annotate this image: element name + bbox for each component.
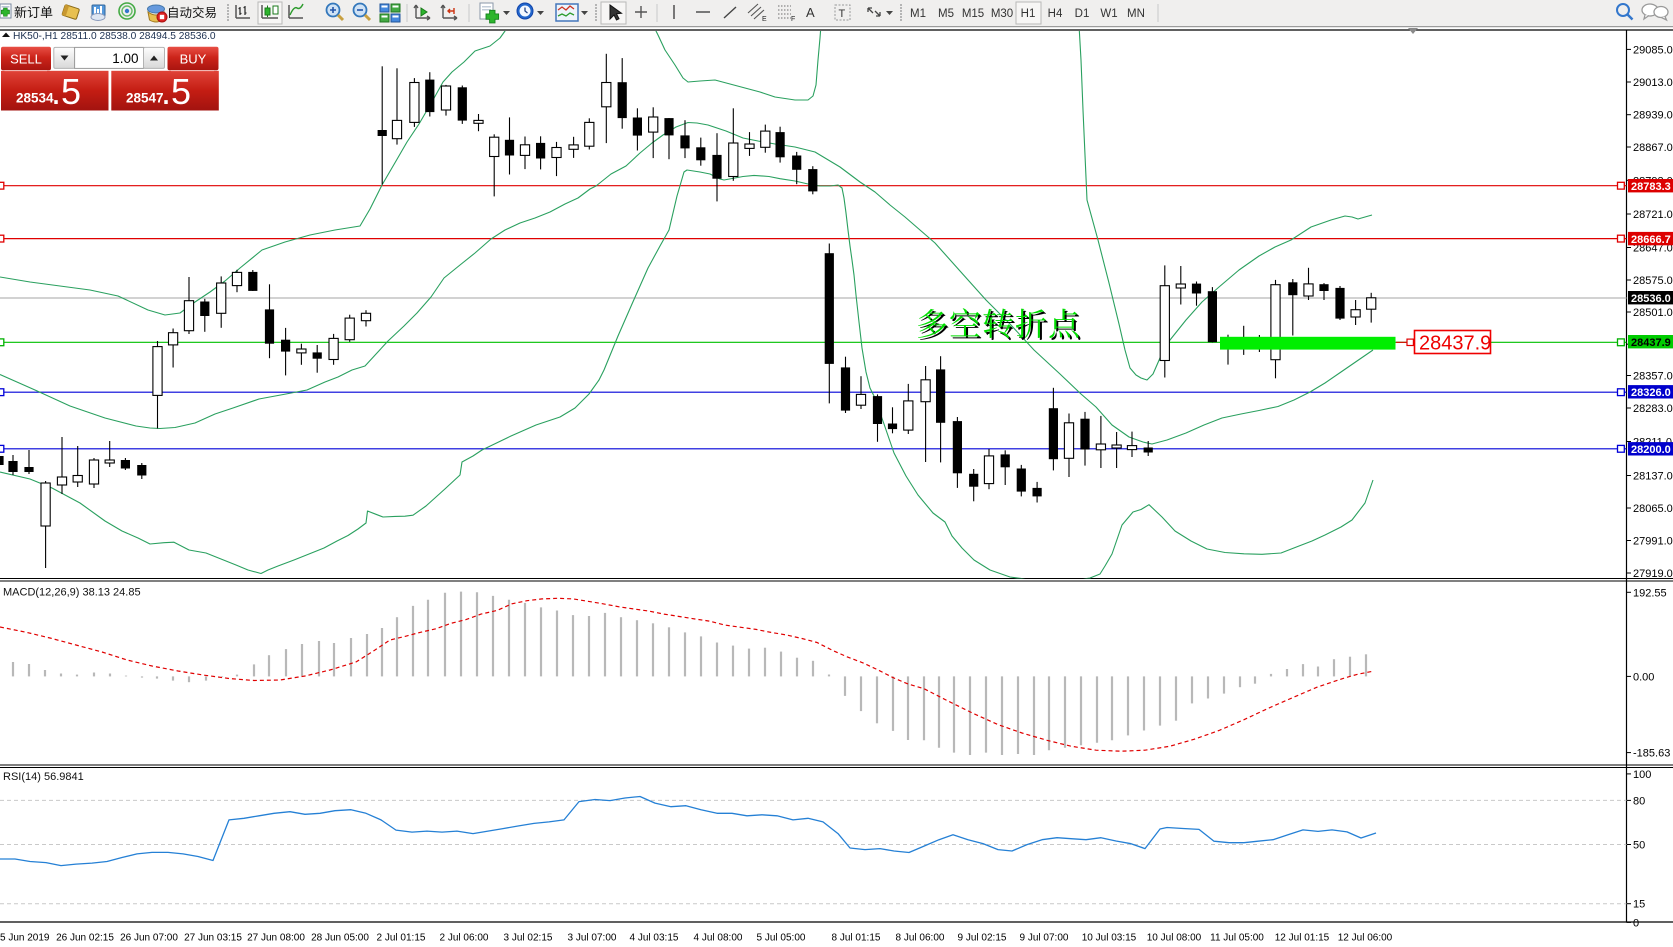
svg-text:28534: 28534 [16,91,54,106]
svg-text:28326.0: 28326.0 [1631,387,1671,399]
svg-text:27 Jun 08:00: 27 Jun 08:00 [247,933,305,944]
svg-text:28501.0: 28501.0 [1633,307,1673,319]
svg-text:26 Jun 02:15: 26 Jun 02:15 [56,933,114,944]
svg-text:100: 100 [1633,769,1651,781]
svg-text:8 Jul 06:00: 8 Jul 06:00 [896,933,945,944]
svg-text:28200.0: 28200.0 [1631,444,1671,456]
svg-text:BUY: BUY [180,52,207,67]
svg-text:-185.63: -185.63 [1633,748,1670,760]
svg-text:MN: MN [1127,8,1145,20]
svg-text:H4: H4 [1048,8,1063,20]
svg-text:SELL: SELL [10,52,42,67]
svg-text:T: T [839,8,846,20]
svg-text:28666.7: 28666.7 [1631,234,1671,246]
svg-text:28536.0: 28536.0 [1631,293,1671,305]
svg-text:0: 0 [1633,917,1639,929]
svg-text:12 Jul 06:00: 12 Jul 06:00 [1338,933,1393,944]
svg-text:H1: H1 [1021,8,1036,20]
svg-text:29085.0: 29085.0 [1633,44,1673,56]
svg-text:192.55: 192.55 [1633,587,1667,599]
svg-text:MACD(12,26,9) 38.13 24.85: MACD(12,26,9) 38.13 24.85 [3,587,141,599]
svg-text:28065.0: 28065.0 [1633,503,1673,515]
svg-text:3 Jul 07:00: 3 Jul 07:00 [568,933,617,944]
svg-text:28437.9: 28437.9 [1419,333,1491,355]
svg-text:1.00: 1.00 [112,51,138,66]
svg-text:80: 80 [1633,795,1645,807]
svg-text:28647.0: 28647.0 [1633,243,1673,255]
svg-text:M5: M5 [938,8,954,20]
svg-text:2 Jul 01:15: 2 Jul 01:15 [377,933,426,944]
svg-text:M30: M30 [991,8,1013,20]
svg-text:28 Jun 05:00: 28 Jun 05:00 [311,933,369,944]
svg-text:29013.0: 29013.0 [1633,77,1673,89]
svg-text:9 Jul 07:00: 9 Jul 07:00 [1020,933,1069,944]
svg-text:3 Jul 02:15: 3 Jul 02:15 [504,933,553,944]
svg-text:28575.0: 28575.0 [1633,275,1673,287]
svg-text:28783.3: 28783.3 [1631,181,1671,193]
svg-text:28437.9: 28437.9 [1631,337,1671,349]
svg-text:M1: M1 [910,8,926,20]
svg-text:50: 50 [1633,840,1645,852]
svg-text:HK50-,H1 28511.0 28538.0 2849: HK50-,H1 28511.0 28538.0 28494.5 28536.0 [13,31,216,42]
svg-text:.5: .5 [161,71,191,112]
svg-text:10 Jul 08:00: 10 Jul 08:00 [1147,933,1202,944]
svg-text:RSI(14) 56.9841: RSI(14) 56.9841 [3,771,84,783]
svg-text:26 Jun 07:00: 26 Jun 07:00 [120,933,178,944]
svg-text:12 Jul 01:15: 12 Jul 01:15 [1275,933,1330,944]
svg-text:5 Jul 05:00: 5 Jul 05:00 [757,933,806,944]
svg-text:D1: D1 [1075,8,1090,20]
svg-text:27919.0: 27919.0 [1633,568,1673,580]
svg-text:9 Jul 02:15: 9 Jul 02:15 [958,933,1007,944]
svg-text:28357.0: 28357.0 [1633,371,1673,383]
svg-text:F: F [791,16,795,23]
svg-text:E: E [762,16,767,23]
svg-text:15: 15 [1633,899,1645,911]
svg-text:4 Jul 08:00: 4 Jul 08:00 [694,933,743,944]
svg-text:2 Jul 06:00: 2 Jul 06:00 [440,933,489,944]
svg-text:28939.0: 28939.0 [1633,110,1673,122]
svg-text:W1: W1 [1100,8,1117,20]
svg-text:5 Jun 2019: 5 Jun 2019 [0,933,50,944]
svg-text:A: A [806,5,815,20]
svg-text:0.00: 0.00 [1633,671,1654,683]
svg-text:10 Jul 03:15: 10 Jul 03:15 [1082,933,1137,944]
svg-text:M15: M15 [962,8,984,20]
svg-text:28283.0: 28283.0 [1633,403,1673,415]
svg-text:28721.0: 28721.0 [1633,209,1673,221]
svg-text:.5: .5 [51,71,81,112]
svg-text:27 Jun 03:15: 27 Jun 03:15 [184,933,242,944]
svg-text:28867.0: 28867.0 [1633,142,1673,154]
svg-text:28137.0: 28137.0 [1633,471,1673,483]
svg-text:11 Jul 05:00: 11 Jul 05:00 [1210,933,1264,944]
svg-text:27991.0: 27991.0 [1633,536,1673,548]
svg-text:28547: 28547 [126,91,164,106]
svg-text:4 Jul 03:15: 4 Jul 03:15 [630,933,679,944]
svg-text:8 Jul 01:15: 8 Jul 01:15 [832,933,881,944]
